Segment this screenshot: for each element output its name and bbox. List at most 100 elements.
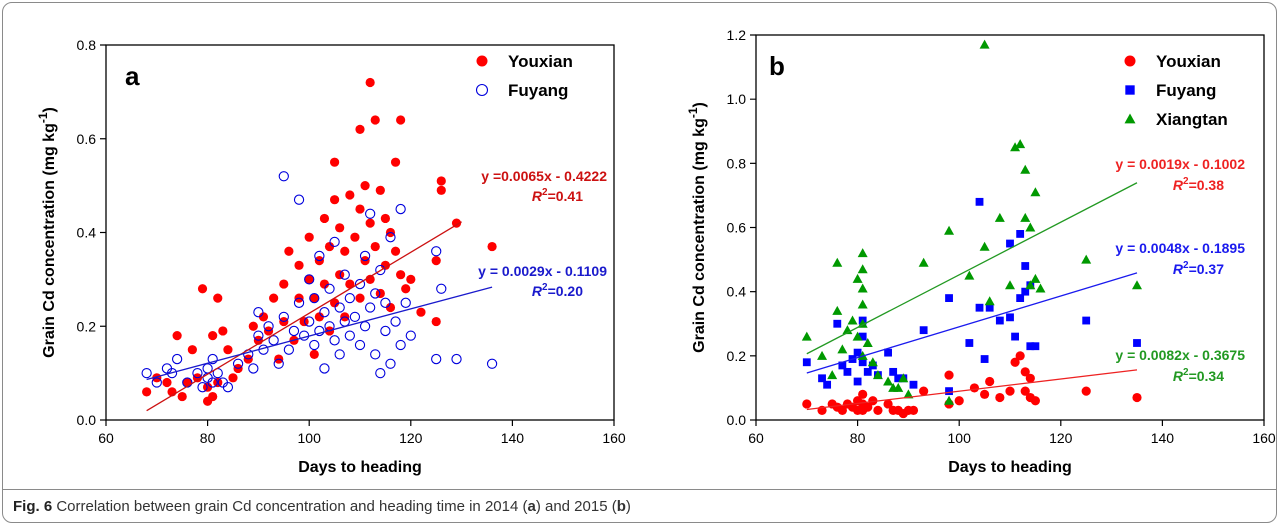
- panel-a-fuyang-point: [451, 353, 462, 365]
- panel-a-legend: Youxian Fuyang: [475, 52, 573, 100]
- caption-panel-b: b: [616, 498, 626, 515]
- panel-b-x-tick-label: 140: [1151, 430, 1175, 446]
- panel-b-youxian-point: [873, 405, 883, 415]
- panel-b-xiangtan-fit-equation: y = 0.0082x - 0.3675: [1115, 347, 1245, 363]
- panel-a-youxian-point: [197, 284, 208, 294]
- panel-a-fuyang-point: [385, 232, 396, 243]
- panel-a-fuyang-point: [314, 325, 325, 337]
- panel-a-fuyang-point: [359, 250, 371, 262]
- panel-a-youxian-point: [319, 279, 330, 289]
- panel-b-youxian-point: [1020, 367, 1030, 377]
- panel-b-fuyang-point: [995, 316, 1004, 325]
- panel-b-x-tick-label: 60: [748, 430, 764, 446]
- panel-a-fuyang-point: [207, 353, 218, 365]
- panel-a-y-axis-label-sup: -1: [36, 112, 50, 123]
- panel-b-xiangtan-point: [1132, 280, 1142, 290]
- panel-b-youxian-fit-equation: y = 0.0019x - 0.1002: [1115, 156, 1245, 172]
- panel-a-r2-symbol: R: [532, 283, 543, 299]
- panel-a-panel-letter: a: [125, 61, 140, 91]
- panel-b-youxian-point: [868, 396, 878, 406]
- panel-a-fuyang-point: [344, 330, 355, 341]
- panel-b-x-tick-label: 120: [1049, 430, 1073, 446]
- panel-a-legend-marker-fuyang: [475, 83, 489, 97]
- panel-b-xiangtan-point: [898, 373, 909, 383]
- panel-b-xiangtan-point: [852, 273, 863, 283]
- panel-a-youxian-point: [208, 391, 218, 402]
- panel-a-youxian-point: [370, 115, 380, 125]
- panel-a-fuyang-point: [380, 325, 391, 337]
- panel-a-youxian-point: [223, 345, 233, 355]
- panel-b-fuyang-fit-line: [806, 272, 1138, 374]
- panel-a-fuyang-point: [365, 208, 376, 219]
- panel-a-youxian-point: [269, 293, 279, 303]
- panel-b-fuyang-point: [1006, 239, 1014, 248]
- panel-a-youxian-point: [309, 293, 319, 303]
- panel-b-y-axis-label-main: Grain Cd concentration (mg kg: [691, 118, 708, 353]
- panel-b-fuyang-point: [1006, 313, 1014, 322]
- panel-a-x-tick-label: 100: [298, 430, 322, 446]
- panel-a-fuyang-point: [390, 316, 401, 327]
- panel-a-youxian-point: [330, 195, 340, 205]
- panel-a-youxian-point: [330, 157, 340, 167]
- panel-a-chart: 60 80 100 120 140 160 0.0 0.2 0.4 0.6 0.8 Days to h…: [36, 37, 626, 476]
- panel-b-xiangtan-point: [847, 315, 858, 325]
- panel-a-fuyang-point: [400, 297, 411, 308]
- panel-b-youxian-fit-r2: R2=0.38: [1173, 176, 1224, 193]
- panel-b-xiangtan-point: [1020, 164, 1031, 174]
- panel-a-youxian-point: [370, 241, 380, 252]
- panel-b-fuyang-point: [980, 355, 989, 363]
- panel-a-youxian-point: [390, 157, 401, 167]
- panel-b-y-tick-label: 0.4: [727, 284, 747, 300]
- panel-a-youxian-point: [436, 185, 446, 195]
- panel-a-fuyang-point: [273, 358, 284, 369]
- panel-a-legend-marker-youxian: [476, 55, 488, 67]
- panel-a-youxian-point: [385, 302, 396, 313]
- panel-b-fuyang-point: [1011, 332, 1019, 341]
- panel-b-r2-value: =0.37: [1189, 261, 1225, 277]
- panel-b-fuyang-point: [838, 361, 847, 370]
- panel-b-fuyang-point: [894, 374, 903, 383]
- panel-a-y-axis-label-end: ): [41, 107, 58, 112]
- panel-b-xiangtan-point: [867, 357, 878, 367]
- panel-a-youxian-point: [345, 190, 355, 200]
- panel-b-legend-label-youxian: Youxian: [1156, 52, 1221, 71]
- panel-b-legend-marker-xiangtan: [1124, 113, 1136, 124]
- panel-a-legend-label-fuyang: Fuyang: [508, 81, 568, 100]
- panel-a-fuyang-fit-line: [146, 286, 493, 381]
- panel-a-youxian-point: [436, 176, 446, 186]
- panel-b-r2-value: =0.38: [1189, 177, 1225, 193]
- panel-a-fuyang-point: [486, 358, 498, 369]
- panel-a-fuyang-point: [166, 367, 178, 379]
- panel-a-youxian-point: [218, 326, 228, 336]
- panel-a-fuyang-point: [395, 339, 406, 351]
- panel-b-youxian-point: [1132, 392, 1142, 403]
- panel-b-fuyang-point: [985, 303, 994, 312]
- panel-a-fuyang-point: [304, 274, 315, 285]
- panel-a-youxian-point: [213, 293, 223, 303]
- panel-b-xiangtan-point: [857, 264, 868, 274]
- panel-b-panel-letter: b: [769, 51, 785, 81]
- panel-b-fuyang-fit-r2: R2=0.37: [1173, 260, 1224, 277]
- panel-a-fuyang-point: [222, 382, 234, 393]
- panel-a-y-tick-label: 0.8: [77, 37, 97, 53]
- panel-b-y-tick-label: 0.0: [727, 412, 747, 428]
- panel-b-y-tick-label: 1.2: [727, 27, 747, 43]
- panel-b-xiangtan-point: [964, 270, 975, 280]
- panel-a-fuyang-point: [370, 349, 381, 360]
- panel-a-youxian-point: [345, 279, 355, 289]
- panel-b-youxian-point: [1005, 386, 1015, 396]
- panel-b-xiangtan-point: [857, 299, 868, 309]
- panel-a-fuyang-point: [309, 292, 320, 304]
- panel-b-fuyang-point: [853, 348, 862, 357]
- panel-a-y-tick-label: 0.4: [77, 225, 97, 241]
- panel-b-fuyang-point: [1026, 342, 1035, 351]
- panel-b-xiangtan-point: [832, 305, 843, 315]
- panel-b-r2-symbol: R: [1173, 177, 1184, 193]
- panel-b-xiangtan-point: [862, 338, 873, 347]
- panel-a-x-axis-label: Days to heading: [298, 459, 422, 476]
- panel-a-youxian-point: [350, 232, 360, 242]
- panel-b-xiangtan-point: [984, 296, 995, 306]
- panel-b-y-axis-label-end: ): [691, 102, 708, 107]
- panel-b-xiangtan-point: [857, 350, 868, 360]
